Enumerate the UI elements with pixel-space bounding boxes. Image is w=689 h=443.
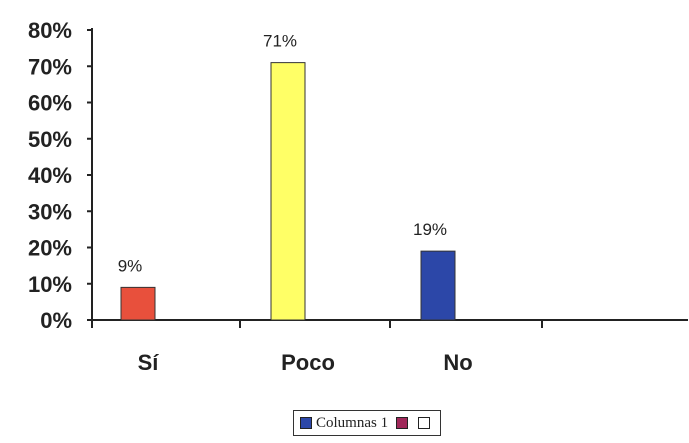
bar <box>120 286 156 321</box>
y-tick-label: 80% <box>28 18 72 43</box>
y-tick-label: 30% <box>28 199 72 224</box>
legend-label-series-1: Columnas 1 <box>316 414 389 431</box>
category-label: Poco <box>281 350 335 375</box>
legend-swatch-series-1 <box>300 417 312 429</box>
legend-swatch-series-2 <box>396 417 409 429</box>
y-tick-label: 40% <box>28 163 72 188</box>
y-tick-label: 70% <box>28 54 72 79</box>
data-label: 19% <box>413 220 447 239</box>
y-tick-label: 10% <box>28 272 72 297</box>
category-label: No <box>443 350 472 375</box>
bar-chart: 0% 10% 20% 30% 40% 50% 60% 70% 80% 9% Sí 71% Poco 19%… <box>28 18 688 375</box>
legend: Columnas 1 <box>293 410 442 436</box>
y-tick-label: 60% <box>28 91 72 116</box>
y-tick-label: 50% <box>28 127 72 152</box>
y-tick-label: 0% <box>40 308 72 333</box>
legend-swatch-series-3 <box>418 417 431 429</box>
data-label: 9% <box>118 256 143 275</box>
data-label: 71% <box>263 32 297 51</box>
y-tick-label: 20% <box>28 236 72 261</box>
category-label: Sí <box>138 350 160 375</box>
bar <box>420 250 456 321</box>
bar <box>270 62 306 321</box>
